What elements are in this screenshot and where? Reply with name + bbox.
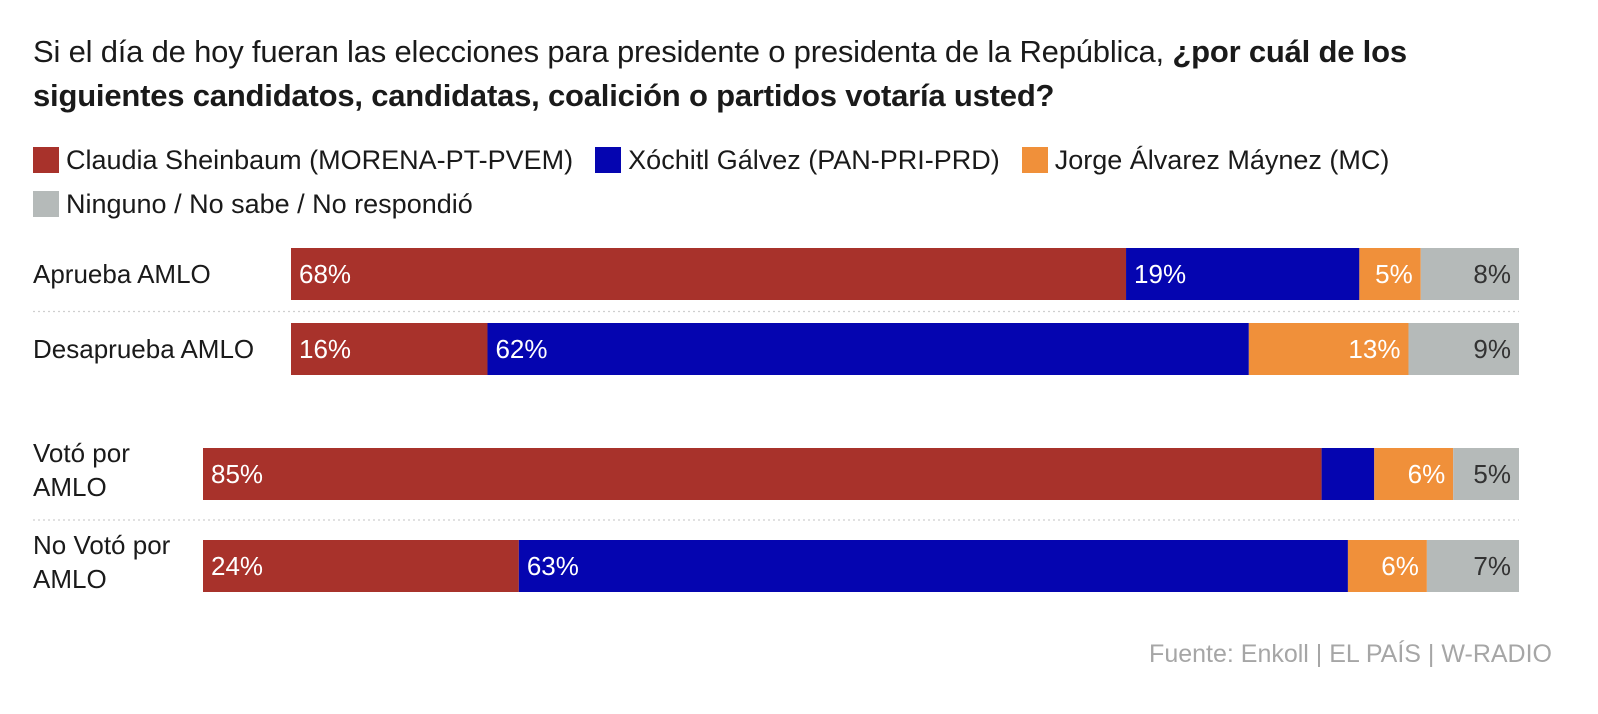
legend-label-maynez: Jorge Álvarez Máynez (MC) — [1054, 144, 1390, 175]
data-label-galvez: 62% — [495, 334, 547, 364]
title-bold: ¿por cuál de los siguientes candidatos, … — [33, 34, 1407, 113]
data-label-maynez: 13% — [1348, 334, 1400, 364]
legend-item-galvez: Xóchitl Gálvez (PAN-PRI-PRD) — [595, 138, 1000, 182]
source-note: Fuente: Enkoll | EL PAÍS | W-RADIO — [1149, 640, 1552, 668]
row-label: Votó por AMLO — [33, 438, 130, 502]
row-label: Desaprueba AMLO — [33, 334, 254, 364]
legend-item-maynez: Jorge Álvarez Máynez (MC) — [1021, 138, 1390, 182]
bar-segment-maynez — [1374, 448, 1454, 500]
bar-segment-galvez — [487, 323, 1249, 375]
data-label-ninguno: 7% — [1473, 551, 1511, 581]
data-label-ninguno: 5% — [1473, 459, 1511, 489]
bar-segment-ninguno — [1426, 540, 1519, 592]
legend-label-sheinbaum: Claudia Sheinbaum (MORENA-PT-PVEM) — [66, 144, 574, 175]
legend-item-ninguno: Ninguno / No sabe / No respondió — [33, 182, 473, 226]
row-label: Aprueba AMLO — [33, 259, 211, 289]
chart-title: Si el día de hoy fueran las elecciones p… — [33, 30, 1533, 118]
title-normal: Si el día de hoy fueran las elecciones p… — [33, 34, 1173, 69]
data-label-maynez: 5% — [1375, 259, 1413, 289]
legend-swatch-galvez — [595, 147, 622, 173]
row-label: No Votó por AMLO — [33, 530, 171, 594]
bar-segment-maynez — [1347, 540, 1427, 592]
bar-segment-ninguno — [1420, 248, 1519, 300]
bar-segment-ninguno — [1453, 448, 1519, 500]
legend-label-galvez: Xóchitl Gálvez (PAN-PRI-PRD) — [628, 144, 1000, 175]
bar-segment-galvez — [1321, 448, 1375, 500]
legend: Claudia Sheinbaum (MORENA-PT-PVEM) Xóchit… — [33, 138, 1513, 226]
data-label-maynez: 6% — [1381, 551, 1419, 581]
bar-segment-sheinbaum — [291, 323, 488, 375]
bar-segment-galvez — [1126, 248, 1360, 300]
data-label-maynez: 6% — [1408, 459, 1446, 489]
legend-item-sheinbaum: Claudia Sheinbaum (MORENA-PT-PVEM) — [33, 138, 573, 182]
data-label-sheinbaum: 24% — [211, 551, 263, 581]
bar-segment-maynez — [1248, 323, 1409, 375]
data-label-sheinbaum: 85% — [211, 459, 263, 489]
bar-segment-sheinbaum — [203, 540, 519, 592]
legend-swatch-ninguno — [33, 191, 59, 217]
data-label-sheinbaum: 68% — [299, 259, 351, 289]
bar-segment-ninguno — [1408, 323, 1519, 375]
legend-swatch-maynez — [1021, 147, 1048, 173]
data-label-ninguno: 9% — [1473, 334, 1511, 364]
bar-segment-sheinbaum — [291, 248, 1127, 300]
data-label-sheinbaum: 16% — [299, 334, 351, 364]
bar-segment-galvez — [518, 540, 1348, 592]
data-label-galvez: 19% — [1134, 259, 1186, 289]
data-label-ninguno: 8% — [1473, 259, 1511, 289]
legend-label-ninguno: Ninguno / No sabe / No respondió — [66, 188, 473, 219]
data-label-galvez: 63% — [527, 551, 579, 581]
legend-swatch-sheinbaum — [33, 147, 59, 173]
bar-segment-maynez — [1359, 248, 1421, 300]
bar-segment-sheinbaum — [203, 448, 1322, 500]
